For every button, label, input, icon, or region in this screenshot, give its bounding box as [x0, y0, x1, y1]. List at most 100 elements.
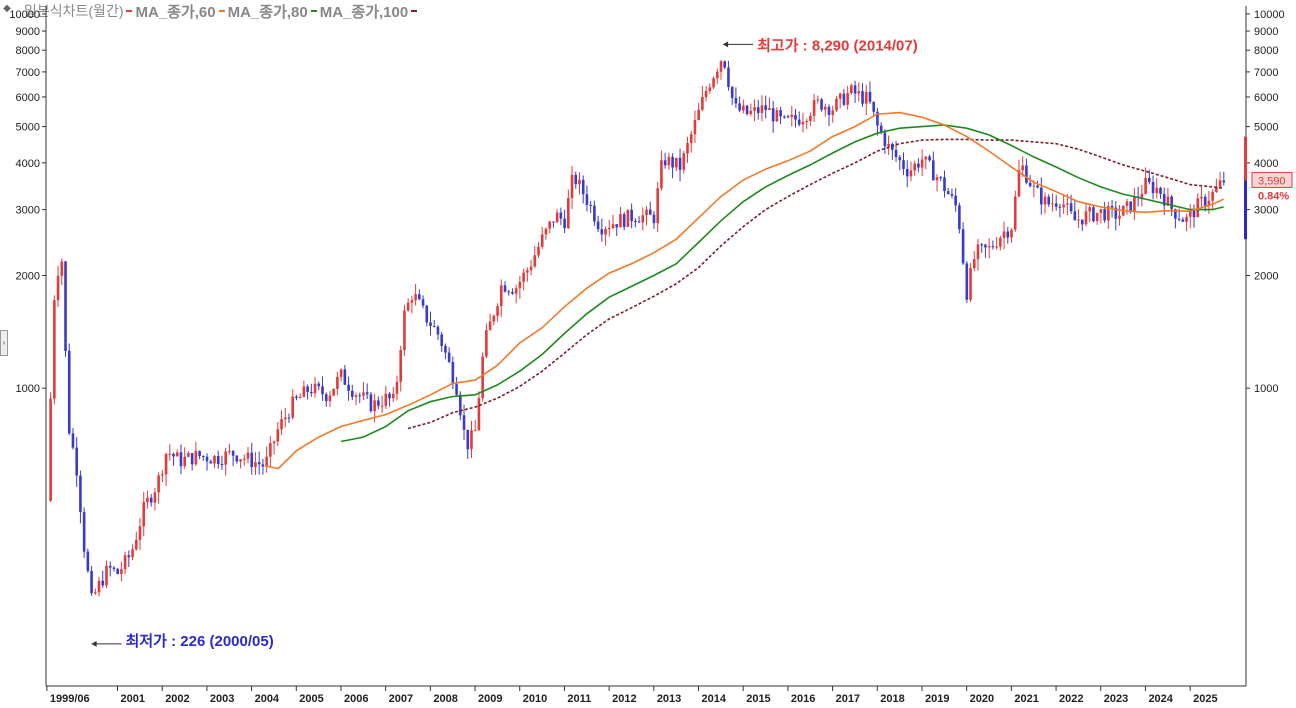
candle-body: [436, 326, 440, 335]
candle-body: [477, 398, 481, 431]
candle-body: [1040, 187, 1043, 205]
x-tick-label: 2001: [121, 693, 145, 705]
candle-body: [67, 350, 71, 434]
candle-body: [768, 108, 771, 110]
y-tick-label-right: 6000: [1254, 92, 1278, 104]
candle-body: [444, 345, 447, 353]
candle-body: [257, 462, 261, 465]
candle-body: [287, 417, 291, 419]
candle-body: [161, 474, 164, 476]
candle-body: [1159, 187, 1162, 194]
candle-body: [228, 450, 231, 452]
candle-body: [1166, 196, 1170, 206]
candle-body: [1129, 201, 1132, 212]
candle-body: [1088, 207, 1092, 212]
side-panel-handle[interactable]: ›: [0, 330, 8, 356]
y-tick-label-left: 7000: [16, 67, 40, 79]
candle-body: [1162, 193, 1166, 206]
candle-body: [961, 229, 965, 264]
candle-body: [689, 134, 693, 144]
candle-body: [812, 100, 816, 116]
candle-body: [1107, 205, 1110, 221]
candle-body: [295, 396, 298, 399]
candle-body: [231, 450, 235, 456]
candle-body: [1218, 180, 1222, 187]
y-tick-label-right: 5000: [1254, 122, 1278, 134]
candle-body: [928, 156, 931, 161]
candle-body: [362, 392, 365, 396]
candle-body: [190, 453, 194, 465]
candle-body: [440, 334, 443, 346]
x-tick-label: 2004: [255, 693, 280, 705]
candle-body: [153, 492, 157, 503]
candle-body: [347, 384, 350, 391]
candle-body: [738, 103, 741, 111]
legend-dash-ma100: [411, 10, 418, 12]
candle-body: [1174, 209, 1177, 219]
x-tick-label: 1999/06: [50, 693, 90, 705]
legend-dash-price: [126, 10, 133, 12]
candle-body: [336, 376, 339, 389]
candle-body: [596, 221, 600, 230]
nav-arrows-icon[interactable]: ◆: [3, 3, 11, 14]
last-price-box: [1251, 171, 1293, 188]
candle-body: [1110, 205, 1114, 208]
candle-body: [660, 160, 663, 189]
candle-body: [1203, 196, 1207, 206]
candle-body: [276, 429, 280, 442]
candle-body: [838, 93, 842, 99]
candle-body: [499, 285, 503, 307]
candle-body: [391, 393, 395, 399]
candle-body: [850, 85, 853, 93]
candle-body: [123, 555, 127, 570]
candle-body: [671, 156, 674, 168]
candle-body: [984, 244, 987, 248]
candle-body: [179, 452, 183, 467]
candle-body: [894, 149, 898, 158]
high-label: 최고가 : 8,290 (2014/07): [757, 36, 918, 54]
candle-body: [652, 214, 656, 224]
candle-body: [209, 461, 213, 464]
candle-body: [611, 224, 615, 229]
candle-body: [418, 294, 421, 300]
candle-body: [622, 214, 626, 227]
candle-body: [619, 214, 622, 228]
candle-body: [384, 393, 388, 406]
chart-title: 일본식차트(월간): [24, 3, 124, 19]
candle-body: [1043, 196, 1047, 205]
candle-body: [1084, 211, 1088, 225]
candle-body: [999, 237, 1002, 247]
candle-body: [704, 90, 708, 98]
candle-body: [511, 291, 514, 294]
candle-body: [49, 398, 52, 501]
candle-body: [485, 330, 488, 357]
candle-body: [291, 396, 295, 418]
candle-body: [589, 204, 592, 206]
candle-body: [1185, 216, 1188, 222]
candle-body: [339, 369, 343, 377]
candle-body: [481, 356, 484, 399]
candle-body: [313, 383, 317, 394]
candle-body: [943, 177, 946, 192]
range-bar-up: [1244, 136, 1247, 181]
candle-body: [663, 160, 667, 166]
candle-body: [1077, 219, 1080, 221]
y-tick-label-right: 8000: [1254, 45, 1278, 57]
candle-body: [1207, 200, 1211, 206]
range-bar-down: [1244, 180, 1247, 240]
candle-body: [1073, 211, 1077, 221]
candle-body: [883, 132, 887, 147]
x-tick-label: 2021: [1014, 693, 1038, 705]
candle-body: [410, 300, 414, 303]
candle-body: [425, 305, 429, 323]
candle-body: [1002, 231, 1006, 238]
candle-body: [447, 352, 451, 363]
legend-ma100: MA_종가,100: [319, 3, 409, 21]
candle-body: [1095, 212, 1099, 221]
candle-body: [931, 160, 935, 181]
candle-body: [585, 194, 589, 205]
candle-body: [898, 157, 902, 161]
candle-body: [1080, 219, 1084, 225]
last-change-label: 0.84%: [1258, 190, 1289, 202]
candle-body: [157, 475, 160, 493]
